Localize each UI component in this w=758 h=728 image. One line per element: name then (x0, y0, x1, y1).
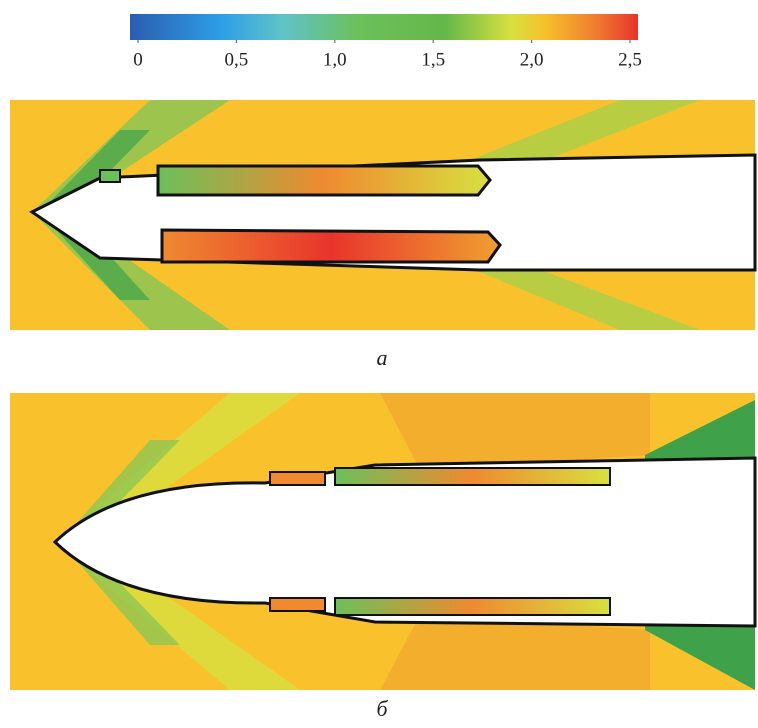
colorbar (130, 14, 638, 40)
tick-label: 0,5 (225, 49, 249, 70)
panel-b (10, 393, 755, 690)
tick-label: 2,5 (618, 49, 642, 70)
panel-label: б (376, 696, 388, 721)
panel-label: а (377, 345, 388, 370)
tick-label: 1,5 (421, 49, 445, 70)
panel-a (10, 100, 755, 330)
tick-label: 0 (133, 49, 143, 70)
tick-label: 1,0 (323, 49, 347, 70)
tick-label: 2,0 (520, 49, 544, 70)
figure: 0 0,5 1,0 1,5 2,0 2,5 а б (0, 0, 758, 728)
